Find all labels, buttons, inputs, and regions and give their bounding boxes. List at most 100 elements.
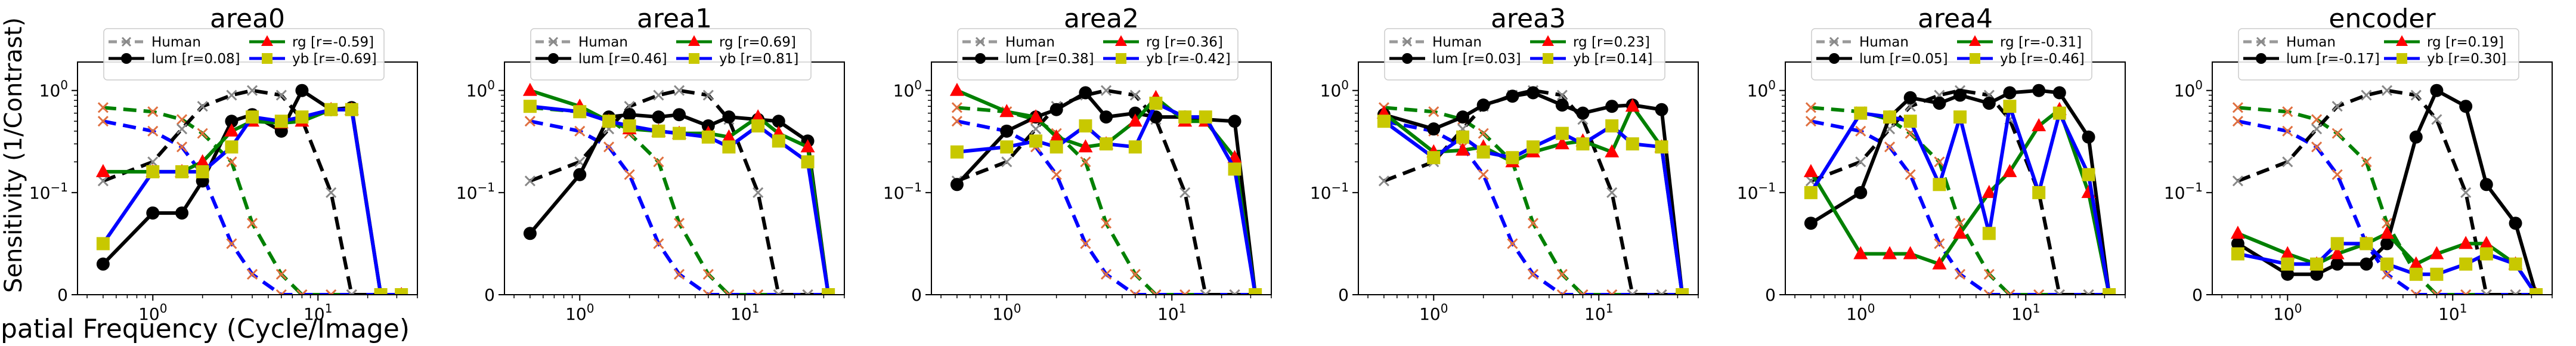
point-lum [2459, 100, 2473, 113]
point-rg [522, 82, 537, 96]
point-yb [1149, 97, 1163, 110]
point-rg [1625, 98, 1640, 112]
point-human-yb [2410, 289, 2422, 295]
point-human-yb [1805, 116, 1816, 127]
point-human-yb [1855, 125, 1866, 137]
point-human-yb [603, 141, 615, 153]
legend-box [1384, 28, 1665, 81]
point-Human [2083, 289, 2094, 295]
legend-label-Human: Human [2286, 35, 2336, 50]
point-Human [753, 187, 764, 198]
point-rg [999, 104, 1014, 118]
point-lum [2231, 237, 2244, 251]
point-rg [1029, 109, 1044, 123]
point-yb [2509, 257, 2522, 271]
point-human-yb [702, 289, 714, 295]
point-human-rg [951, 102, 962, 113]
point-human-yb [1983, 289, 1995, 295]
x-tick-label: 101 [1584, 301, 1613, 324]
point-human-yb [2311, 141, 2323, 153]
point-human-rg [653, 156, 664, 168]
point-human-rg [246, 218, 258, 229]
point-yb [2330, 237, 2344, 251]
series-line-rg [1809, 107, 2111, 295]
point-human-yb [2332, 169, 2343, 180]
axes-frame [931, 61, 1272, 295]
point-lum [722, 110, 736, 124]
point-lum [1476, 98, 1490, 112]
point-lum [96, 257, 110, 271]
point-rg [95, 163, 110, 177]
point-Human [673, 85, 685, 96]
point-Human [1556, 89, 1568, 101]
point-human-yb [1129, 289, 1141, 295]
point-human-yb [226, 238, 237, 249]
series-line-yb [101, 107, 402, 295]
point-Human [653, 89, 664, 101]
point-yb [2103, 288, 2116, 295]
point-Human [702, 89, 714, 101]
point-lum [2509, 217, 2522, 230]
point-yb [623, 119, 636, 133]
point-yb [395, 288, 408, 295]
series-line-lum [1383, 91, 1685, 295]
y-tick-label: 10−1 [1310, 180, 1349, 203]
point-yb [2052, 106, 2066, 120]
point-human-yb [1934, 238, 1945, 249]
point-lum [2330, 257, 2344, 271]
y-tick-label: 0 [911, 285, 922, 305]
point-Human [2332, 101, 2343, 112]
legend-marker-rg [2396, 35, 2408, 46]
point-yb [1506, 151, 1519, 165]
point-rg [224, 123, 239, 137]
point-rg [751, 109, 766, 123]
legend-marker-lum [121, 53, 132, 64]
point-yb [801, 155, 815, 169]
point-rg [2479, 236, 2494, 249]
point-Human [147, 156, 159, 168]
legend-box [1811, 28, 2092, 81]
point-yb [1079, 119, 1092, 133]
point-Human [197, 101, 208, 112]
point-rg [2459, 236, 2473, 249]
legend-label-Human: Human [1432, 35, 1482, 50]
point-human-yb [147, 125, 159, 137]
point-rg [195, 154, 210, 168]
legend-marker-rg [261, 35, 273, 46]
point-Human [2410, 89, 2422, 101]
point-rg [1932, 256, 1947, 270]
point-Human [1030, 123, 1042, 135]
y-tick-label: 10−1 [29, 180, 68, 203]
point-Human [1100, 85, 1112, 96]
point-human-rg [275, 268, 287, 280]
series-line-human-yb [956, 119, 1256, 295]
point-lum [146, 206, 160, 220]
point-rg [2230, 225, 2245, 239]
point-Human [1627, 289, 1638, 295]
point-human-yb [653, 238, 664, 249]
point-lum [295, 84, 309, 97]
point-lum [2003, 86, 2017, 100]
legend-marker-yb [2397, 53, 2407, 64]
legend-label-Human: Human [151, 35, 201, 50]
series-line-Human [956, 88, 1256, 295]
point-human-rg [1478, 128, 1489, 139]
point-lum [2360, 257, 2373, 271]
point-Human [226, 89, 237, 101]
point-yb [1626, 137, 1639, 151]
point-human-yb [1606, 289, 1618, 295]
plot-area [1803, 84, 2116, 295]
point-yb [822, 288, 835, 295]
point-yb [274, 115, 288, 128]
x-tick-label: 100 [992, 301, 1021, 324]
point-yb [2032, 186, 2046, 199]
figure-ylabel: Sensitivity (1/Contrast) [0, 17, 27, 293]
point-human-yb [1905, 169, 1916, 180]
point-yb [2310, 257, 2324, 271]
point-yb [1804, 186, 1818, 199]
legend-label-rg: rg [r=0.69] [719, 35, 796, 50]
